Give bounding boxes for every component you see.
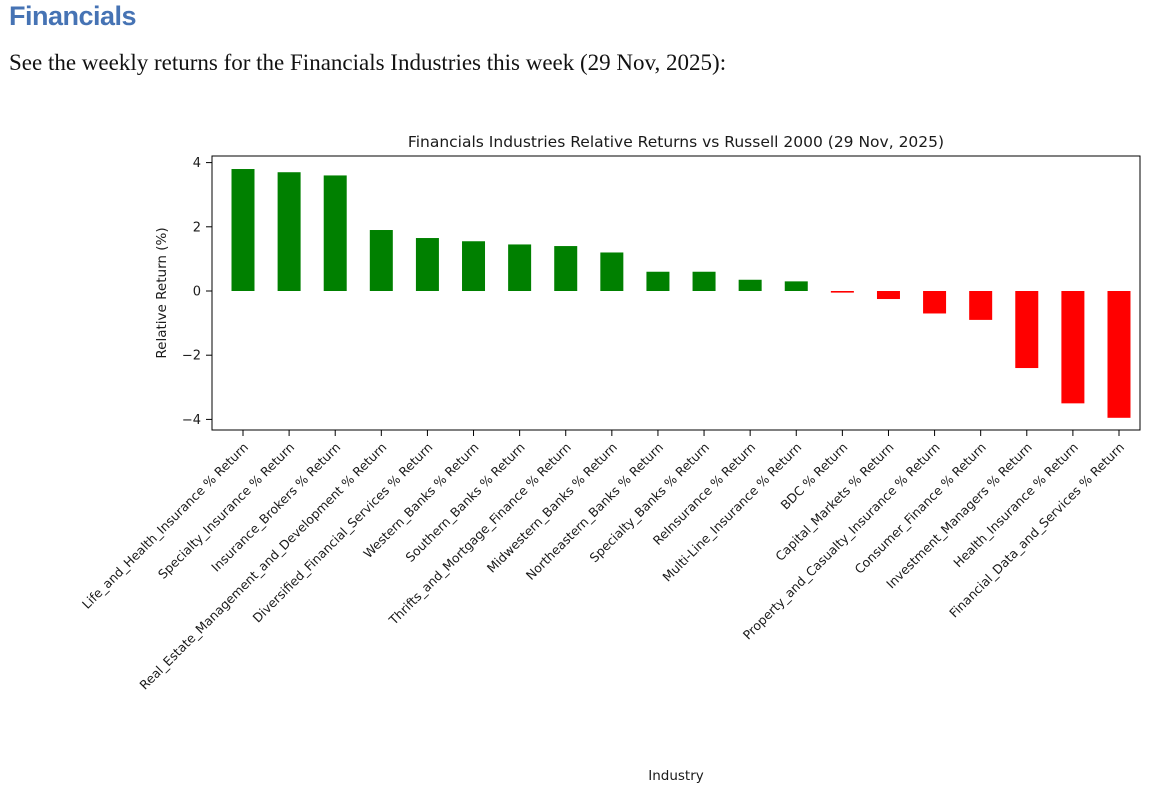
bar-7: [554, 246, 578, 291]
returns-bar-chart: 4 2 0 −2 −4 Life_and_Health_Insurance % Retur…: [0, 130, 1150, 798]
y-tick-label: 0: [193, 285, 201, 300]
y-tick-label: 2: [193, 220, 201, 235]
bar-5: [462, 241, 486, 292]
bar-10: [692, 271, 716, 291]
bar-11: [738, 279, 762, 291]
bar-18: [1061, 291, 1085, 404]
bar-0: [231, 169, 255, 291]
y-axis-title: Relative Return (%): [154, 227, 170, 358]
bar-16: [969, 291, 993, 320]
y-tick-label: −2: [182, 349, 201, 364]
bar-chart-canvas: 4 2 0 −2 −4 Life_and_Health_Insurance % Retur…: [79, 133, 1141, 784]
bar-8: [600, 252, 624, 291]
x-tick-label: Financial_Data_and_Services % Return: [946, 440, 1127, 621]
chart-title: Financials Industries Relative Returns v…: [408, 133, 944, 151]
bar-2: [323, 175, 347, 291]
y-tick-label: 4: [193, 156, 201, 171]
x-axis-title: Industry: [648, 768, 704, 784]
bar-15: [923, 291, 947, 314]
bar-17: [1015, 291, 1039, 369]
x-tick-label: Life_and_Health_Insurance % Return: [79, 440, 251, 612]
bar-12: [784, 281, 808, 291]
intro-text: See the weekly returns for the Financial…: [9, 50, 727, 75]
bar-19: [1107, 291, 1131, 418]
bar-1: [277, 172, 301, 291]
bar-13: [830, 291, 854, 293]
bar-14: [876, 291, 900, 300]
page-title: Financials: [9, 1, 137, 31]
bar-9: [646, 271, 670, 291]
y-tick-label: −4: [182, 413, 201, 428]
bar-4: [415, 238, 439, 291]
bar-3: [369, 230, 393, 291]
bar-6: [508, 244, 532, 291]
plot-frame: [211, 155, 1141, 431]
